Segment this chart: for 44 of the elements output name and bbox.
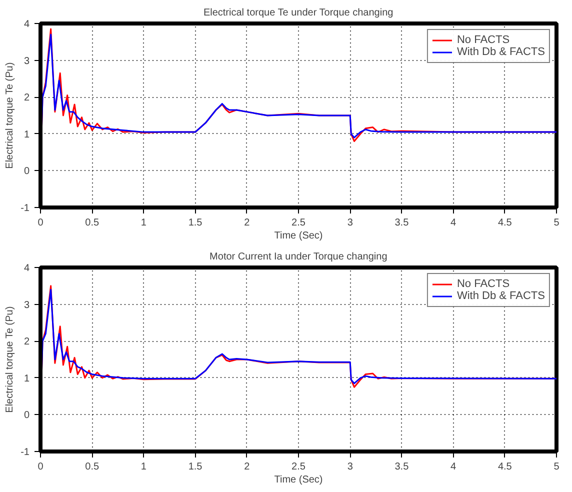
x-tick-label: 4.5 [498,462,512,472]
x-tick-label: 3.5 [394,462,410,472]
x-tick-label: 5 [554,218,560,228]
x-tick-label: 0.5 [85,462,100,472]
chart-title: Motor Current Ia under Torque changing [210,252,388,262]
x-tick-label: 0 [38,218,44,228]
y-tick-label: 1 [24,373,30,384]
x-tick-label: 5 [554,462,560,472]
y-tick-label: 3 [24,300,30,311]
x-axis-title: Time (Sec) [274,474,323,486]
y-tick-label: 4 [24,263,30,274]
x-tick-label: 3.5 [394,218,410,228]
x-axis-title: Time (Sec) [274,230,323,242]
y-tick-label: 2 [24,92,30,104]
y-tick-label: 2 [24,336,30,348]
chart-title: Electrical torque Te under Torque changing [203,8,394,18]
x-tick-label: 1 [140,462,147,472]
x-tick-label: 4.5 [498,218,512,228]
y-tick-label: 0 [24,410,30,422]
x-tick-label: 4 [450,462,457,472]
legend-label: With Db & FACTS [456,290,545,302]
x-tick-label: 2.5 [292,462,306,472]
y-tick-label: 4 [24,19,30,30]
legend-label: With Db & FACTS [456,46,545,58]
y-tick-label: -1 [20,203,30,214]
x-tick-label: 2.5 [292,218,306,228]
y-axis-title: Electrical torque Te (Pu) [4,306,16,413]
y-axis-title: Electrical torque Te (Pu) [4,62,16,169]
x-tick-label: 1.5 [188,218,203,228]
y-tick-label: -1 [20,447,30,458]
x-tick-label: 2 [244,462,250,472]
x-tick-label: 1.5 [188,462,203,472]
y-tick-label: 0 [24,166,30,178]
y-tick-label: 3 [24,56,30,67]
x-tick-label: 1 [140,218,147,228]
x-tick-label: 0.5 [85,218,100,228]
y-tick-label: 1 [24,129,30,140]
x-tick-label: 3 [347,218,354,228]
legend-label: No FACTS [456,278,510,290]
x-tick-label: 3 [347,462,354,472]
legend-label: No FACTS [456,34,510,46]
x-tick-label: 2 [244,218,250,228]
x-tick-label: 4 [450,218,457,228]
x-tick-label: 0 [38,462,44,472]
